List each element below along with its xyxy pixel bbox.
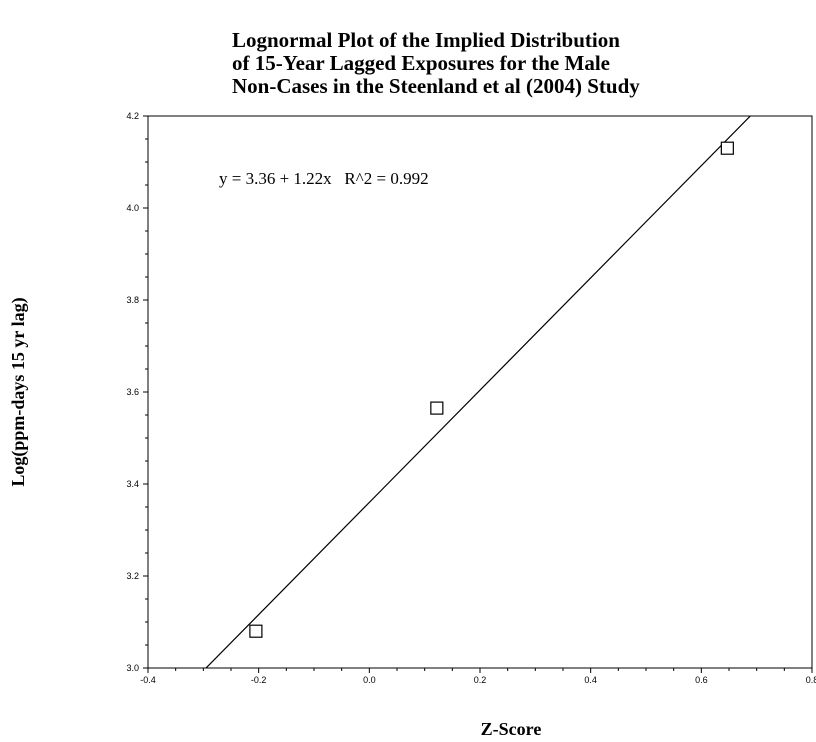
x-tick-label: -0.2 <box>251 675 267 685</box>
data-point-marker <box>249 624 263 638</box>
y-tick-label: 3.0 <box>126 663 139 673</box>
y-axis-ticks: 3.0 3.2 3.4 3.6 3.8 4.0 4.2 <box>126 111 148 673</box>
x-tick-label: -0.4 <box>140 675 156 685</box>
y-tick-label: 3.2 <box>126 571 139 581</box>
regression-fit-line <box>205 116 752 668</box>
x-tick-label: 0.0 <box>363 675 376 685</box>
y-tick-label: 3.4 <box>126 479 139 489</box>
x-tick-label: 0.6 <box>695 675 708 685</box>
y-tick-label: 3.6 <box>126 387 139 397</box>
y-tick-label: 4.0 <box>126 203 139 213</box>
x-axis-ticks: -0.4 -0.2 0.0 0.2 0.4 0.6 0.8 <box>140 668 816 685</box>
x-tick-label: 0.2 <box>474 675 487 685</box>
y-tick-label: 4.2 <box>126 111 139 121</box>
y-axis-label: Log(ppm-days 15 yr lag) <box>8 297 29 486</box>
chart-title: Lognormal Plot of the Implied Distributi… <box>232 28 640 98</box>
chart-title-line-3: Non-Cases in the Steenland et al (2004) … <box>232 74 640 98</box>
chart-title-line-2: of 15-Year Lagged Exposures for the Male <box>232 51 610 75</box>
data-point-marker <box>720 141 734 155</box>
data-points <box>249 141 734 638</box>
x-axis-label: Z-Score <box>481 719 542 739</box>
regression-equation-annotation: y = 3.36 + 1.22x R^2 = 0.992 <box>219 169 429 188</box>
chart-title-line-1: Lognormal Plot of the Implied Distributi… <box>232 28 620 52</box>
y-tick-label: 3.8 <box>126 295 139 305</box>
x-tick-label: 0.8 <box>806 675 816 685</box>
x-tick-label: 0.4 <box>584 675 597 685</box>
data-point-marker <box>430 401 444 415</box>
plot-area-frame <box>147 115 813 669</box>
